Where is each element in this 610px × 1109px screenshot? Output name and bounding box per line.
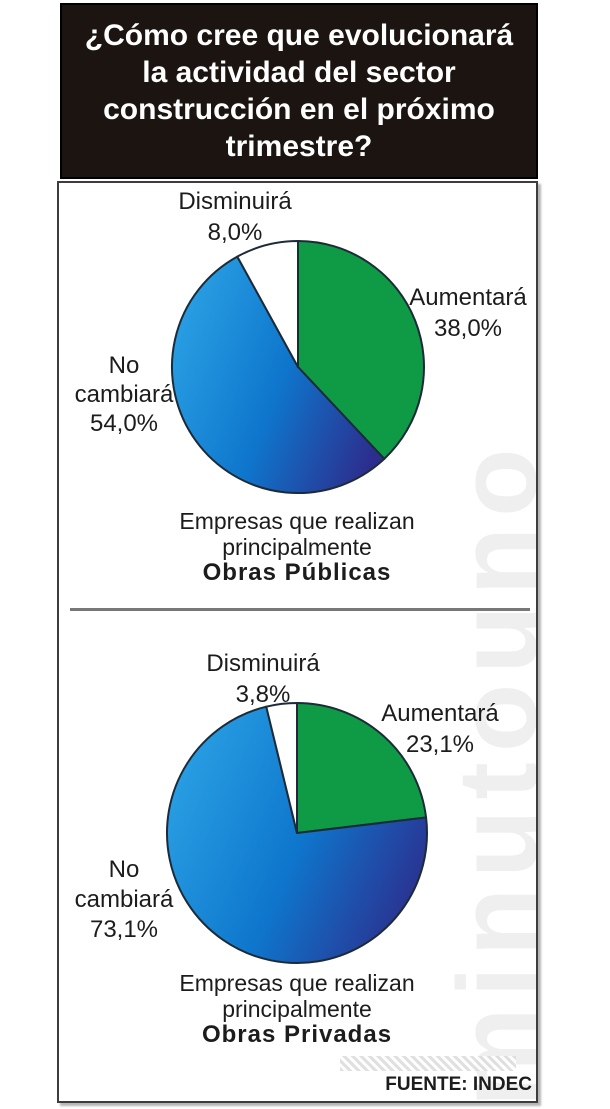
title-line: la actividad del sector [142,56,456,89]
pie2-caption: Empresas que realizan principalmente Obr… [179,970,415,1048]
pie-chart-obras-publicas [171,240,425,494]
section-divider [70,608,530,611]
title-line: ¿Cómo cree que evolucionará [84,19,514,52]
pie2-label-aumentara: Aumentará 23,1% [381,700,499,758]
pie2-label-disminuira: Disminuirá 3,8% [206,650,320,708]
pie1-label-no-cambiara: No cambiará 54,0% [74,352,174,437]
title-line: trimestre? [225,130,373,163]
pie-chart-obras-privadas [166,702,428,964]
small-watermark-strip [340,1056,516,1071]
title-block: ¿Cómo cree que evolucionará la actividad… [60,3,538,179]
pie1-label-disminuira: Disminuirá 8,0% [178,188,292,246]
source-label: FUENTE: INDEC [385,1074,532,1095]
pie-slice-disminuirá [265,702,298,834]
pie1-caption: Empresas que realizan principalmente Obr… [179,508,415,586]
pie-slice-no-cambiará [171,255,386,494]
pie-slice-no-cambiará [166,705,428,964]
pie-slice-disminuirá [236,240,299,368]
pie-slice-aumentará [297,240,425,460]
pie2-label-no-cambiara: No cambiará 73,1% [74,856,174,943]
pie-slice-aumentará [296,702,428,834]
title-line: construcción en el próximo [103,93,495,126]
pie1-label-aumentara: Aumentará 38,0% [409,284,527,342]
